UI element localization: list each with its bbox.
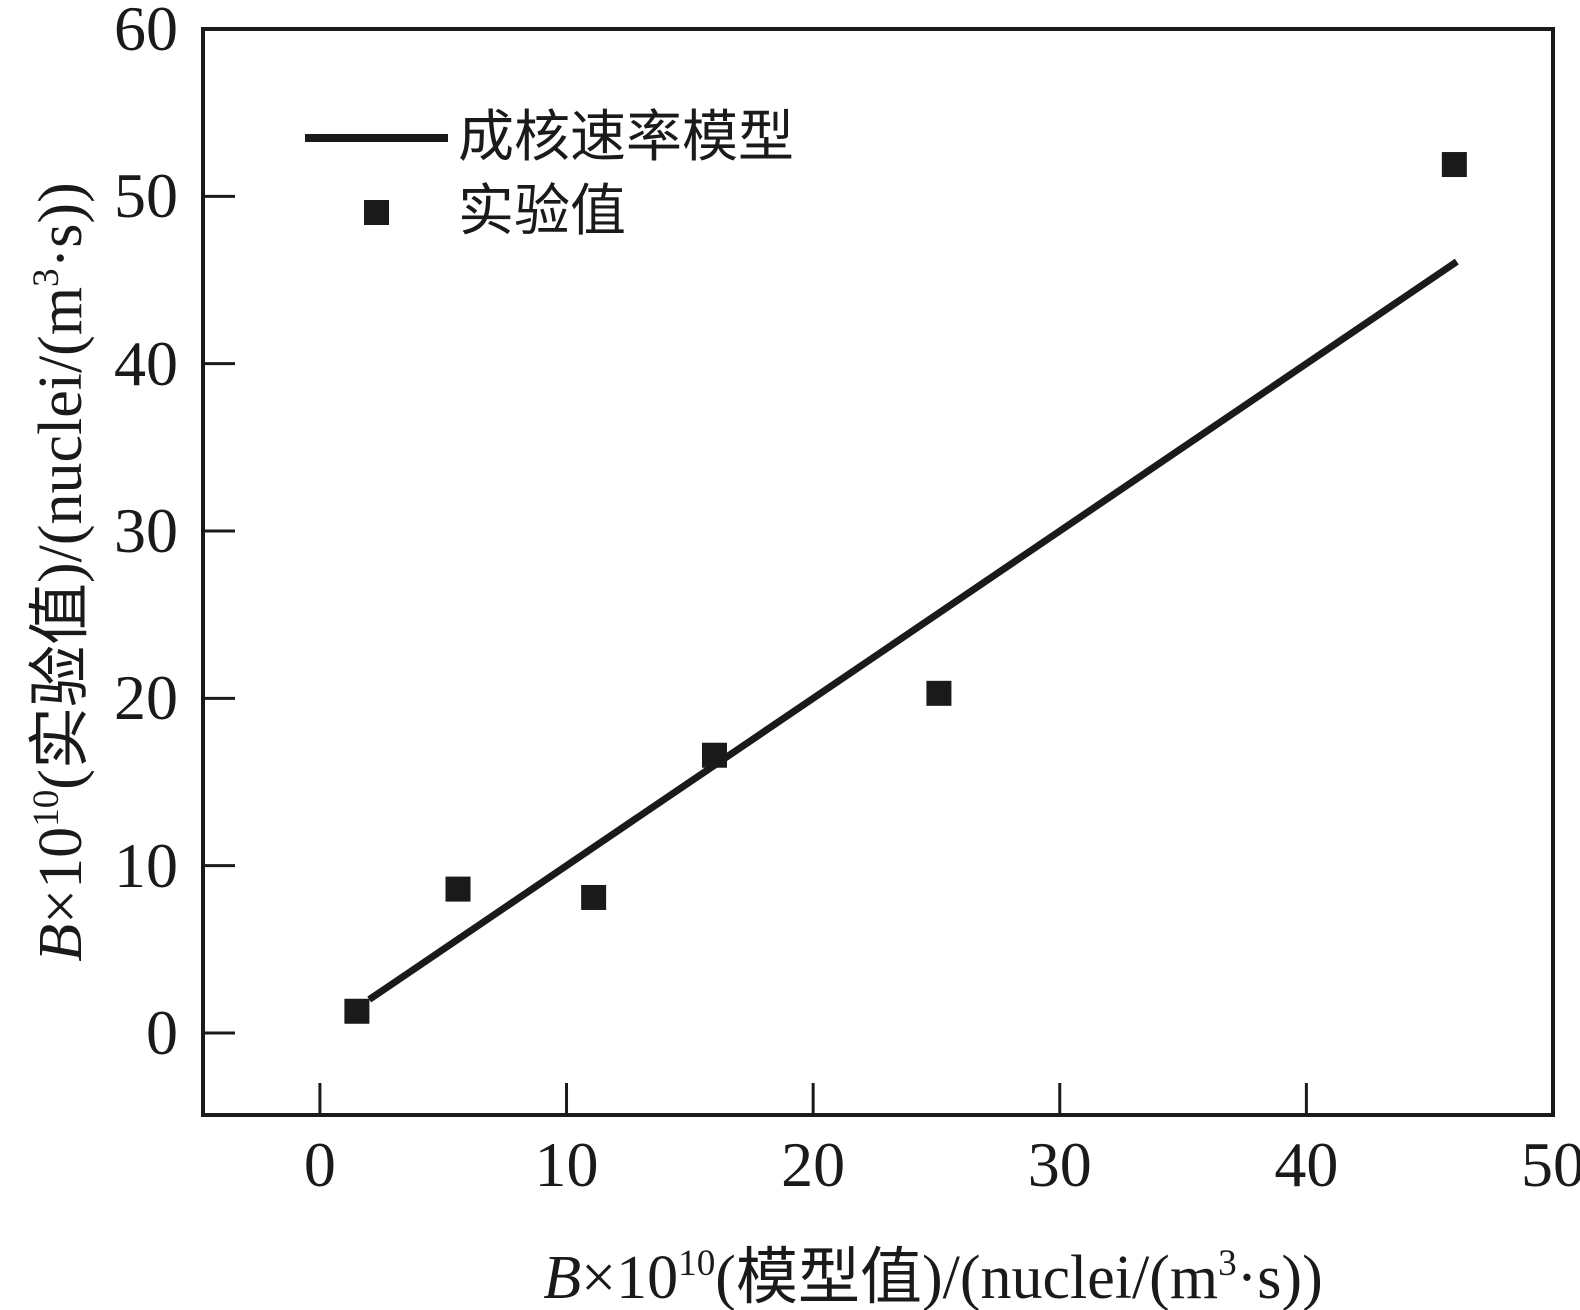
x-tick-label: 0 [303, 1129, 336, 1200]
x-tick-label: 30 [1027, 1129, 1092, 1200]
x-tick-label: 40 [1274, 1129, 1339, 1200]
data-point-square [1441, 152, 1467, 178]
x-tick-label: 20 [781, 1129, 846, 1200]
legend-item-model: 成核速率模型 [305, 101, 794, 175]
y-tick-label: 60 [114, 0, 178, 64]
x-tick-label: 50 [1521, 1129, 1580, 1200]
y-tick-label: 0 [146, 997, 178, 1068]
axes-box [201, 27, 1555, 1117]
y-tick-label: 50 [114, 160, 178, 232]
model-line [367, 258, 1459, 1003]
line-swatch-icon [305, 134, 448, 142]
legend: 成核速率模型 实验值 [305, 101, 794, 249]
x-axis-title: B×1010(模型值)/(nuclei/(m3·s)) [543, 1242, 1323, 1310]
y-tick-label: 40 [114, 327, 178, 399]
y-tick-label: 20 [114, 662, 178, 734]
data-point-square [701, 742, 727, 768]
data-point-square [926, 680, 952, 706]
data-point-square [581, 884, 607, 910]
data-point-square [344, 998, 370, 1024]
legend-item-experimental: 实验值 [305, 175, 794, 249]
y-axis-title: B×1010(实验值)/(nuclei/(m3·s)) [26, 182, 96, 962]
legend-label-experimental: 实验值 [458, 181, 626, 243]
x-tick-label: 10 [534, 1129, 599, 1200]
legend-label-model: 成核速率模型 [458, 107, 794, 169]
data-point-square [445, 876, 471, 902]
square-marker-icon [305, 199, 448, 225]
y-tick-label: 30 [114, 495, 178, 566]
y-tick-label: 10 [114, 829, 178, 901]
